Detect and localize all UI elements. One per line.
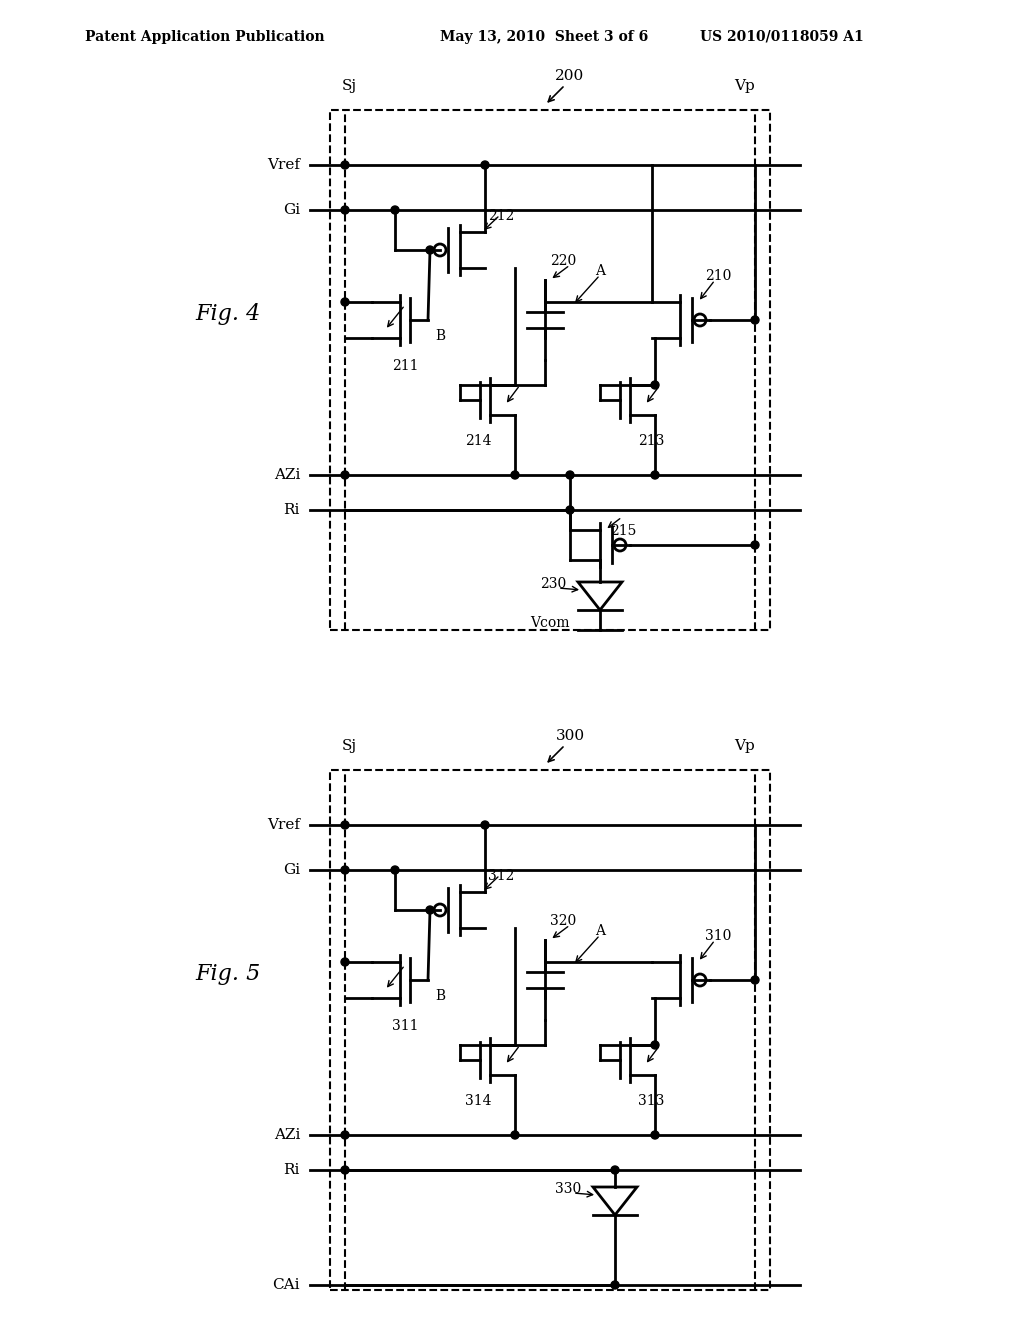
Text: May 13, 2010  Sheet 3 of 6: May 13, 2010 Sheet 3 of 6 <box>440 30 648 44</box>
Circle shape <box>651 1041 659 1049</box>
Circle shape <box>611 1280 618 1290</box>
Text: B: B <box>435 989 445 1003</box>
Circle shape <box>341 206 349 214</box>
Text: 213: 213 <box>638 434 665 447</box>
Text: Gi: Gi <box>283 863 300 876</box>
Text: AZi: AZi <box>273 1129 300 1142</box>
Text: 300: 300 <box>555 729 585 743</box>
Text: Fig. 5: Fig. 5 <box>195 964 260 985</box>
Text: Vp: Vp <box>734 739 755 752</box>
Circle shape <box>611 1166 618 1173</box>
Text: Sj: Sj <box>342 79 357 92</box>
Text: Vref: Vref <box>267 158 300 172</box>
Text: Vp: Vp <box>734 79 755 92</box>
Circle shape <box>341 161 349 169</box>
Text: 211: 211 <box>392 359 419 374</box>
Text: 220: 220 <box>550 253 577 268</box>
Text: 230: 230 <box>540 577 566 591</box>
Circle shape <box>751 315 759 323</box>
Text: B: B <box>435 329 445 343</box>
Circle shape <box>566 471 574 479</box>
Circle shape <box>391 206 399 214</box>
Circle shape <box>566 506 574 513</box>
Circle shape <box>511 471 519 479</box>
Text: 210: 210 <box>705 269 731 282</box>
Text: 312: 312 <box>488 869 514 883</box>
Circle shape <box>341 298 349 306</box>
Circle shape <box>751 975 759 983</box>
Circle shape <box>341 1131 349 1139</box>
Text: Sj: Sj <box>342 739 357 752</box>
Circle shape <box>426 906 434 913</box>
Text: Gi: Gi <box>283 203 300 216</box>
Circle shape <box>391 866 399 874</box>
Text: AZi: AZi <box>273 469 300 482</box>
Text: 214: 214 <box>465 434 492 447</box>
Text: 311: 311 <box>392 1019 419 1034</box>
Circle shape <box>481 161 489 169</box>
Text: 212: 212 <box>488 209 514 223</box>
Text: Ri: Ri <box>284 503 300 517</box>
Circle shape <box>426 246 434 253</box>
Circle shape <box>511 1131 519 1139</box>
Text: Vcom: Vcom <box>530 616 569 630</box>
Circle shape <box>341 866 349 874</box>
Circle shape <box>651 1131 659 1139</box>
Text: Vref: Vref <box>267 818 300 832</box>
Text: 313: 313 <box>638 1094 665 1107</box>
Circle shape <box>751 541 759 549</box>
Bar <box>330 110 770 630</box>
Circle shape <box>651 471 659 479</box>
Text: US 2010/0118059 A1: US 2010/0118059 A1 <box>700 30 864 44</box>
Text: 320: 320 <box>550 913 577 928</box>
Circle shape <box>481 821 489 829</box>
Text: CAi: CAi <box>272 1278 300 1292</box>
Text: 200: 200 <box>555 69 585 83</box>
Text: A: A <box>595 264 605 279</box>
Text: Ri: Ri <box>284 1163 300 1177</box>
Text: 215: 215 <box>610 524 636 539</box>
Text: 314: 314 <box>465 1094 492 1107</box>
Text: Fig. 4: Fig. 4 <box>195 304 260 325</box>
Circle shape <box>651 381 659 389</box>
Text: A: A <box>595 924 605 939</box>
Circle shape <box>341 1166 349 1173</box>
Text: 310: 310 <box>705 929 731 942</box>
Circle shape <box>341 471 349 479</box>
Circle shape <box>341 821 349 829</box>
Text: Patent Application Publication: Patent Application Publication <box>85 30 325 44</box>
Text: 330: 330 <box>555 1181 582 1196</box>
Bar <box>330 770 770 1290</box>
Circle shape <box>341 958 349 966</box>
